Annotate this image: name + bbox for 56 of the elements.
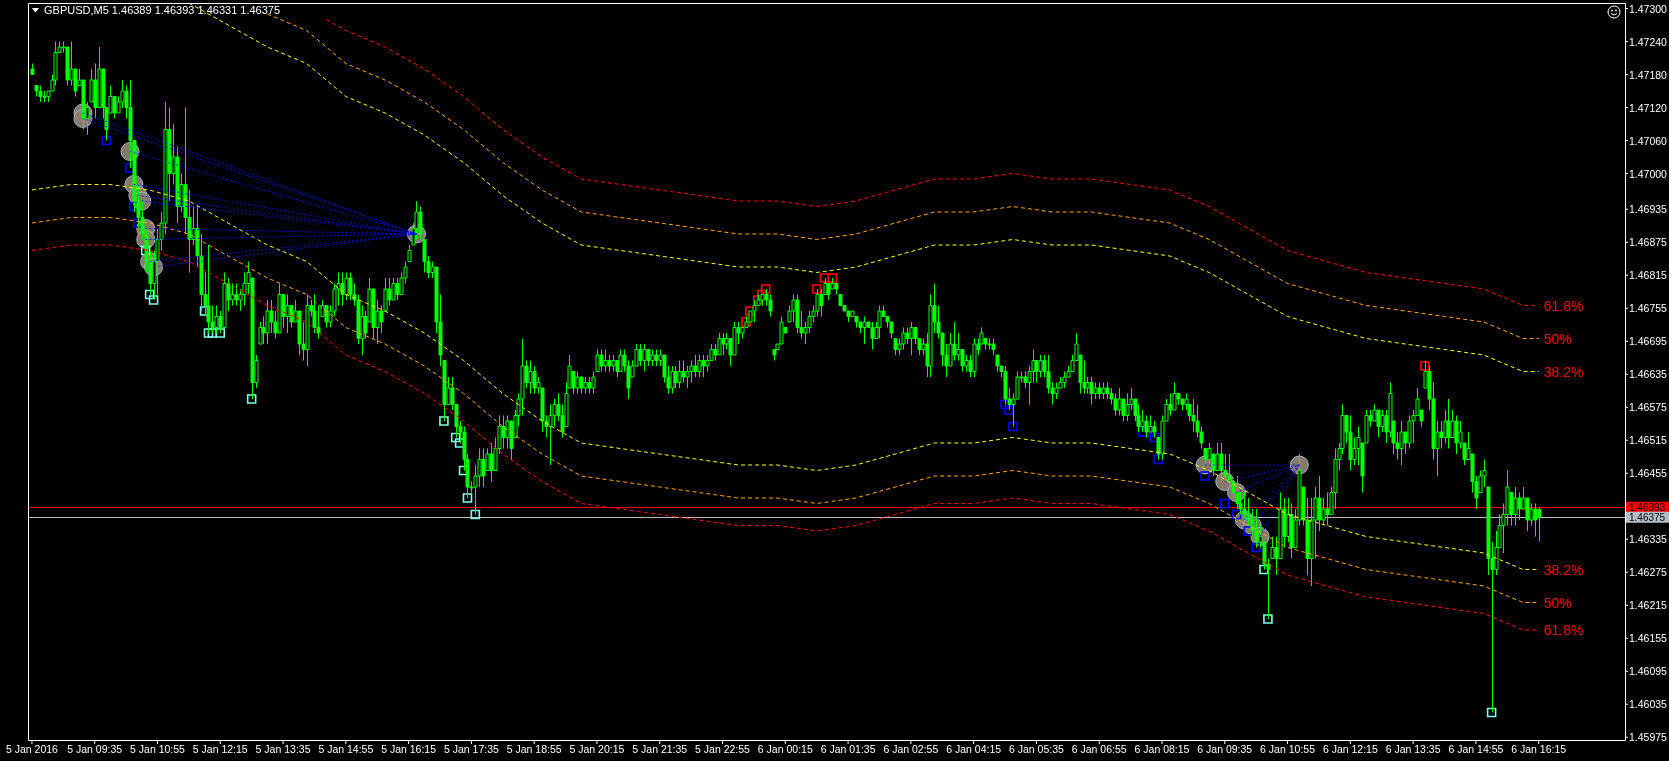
y-tick-label: 1.46275 — [1629, 566, 1668, 579]
y-tick-label: 1.46575 — [1629, 401, 1668, 414]
y-tick-label: 1.47240 — [1629, 35, 1668, 48]
series-label: 38.2% — [1543, 561, 1584, 578]
x-tick-label: 6 Jan 16:15 — [1511, 743, 1567, 755]
series-label: 61.8% — [1543, 297, 1584, 314]
x-tick-label: 5 Jan 13:35 — [255, 743, 311, 755]
x-tick-label: 6 Jan 14:55 — [1448, 743, 1504, 755]
y-tick-label: 1.46515 — [1629, 434, 1668, 447]
y-tick-label: 1.46155 — [1629, 632, 1668, 645]
y-tick-label: 1.47300 — [1629, 2, 1668, 15]
ref-line-label: 1.46393 — [1629, 501, 1666, 513]
y-tick-label: 1.46335 — [1629, 533, 1668, 546]
x-tick-label: 5 Jan 2016 — [5, 743, 59, 755]
y-tick-label: 1.46695 — [1629, 335, 1668, 348]
x-tick-label: 5 Jan 12:15 — [192, 743, 248, 755]
x-tick-label: 5 Jan 18:55 — [506, 743, 562, 755]
x-tick-label: 5 Jan 22:55 — [695, 743, 751, 755]
x-tick-label: 6 Jan 04:15 — [946, 743, 1002, 755]
x-tick-label: 6 Jan 05:35 — [1008, 743, 1065, 755]
x-tick-label: 6 Jan 12:15 — [1322, 743, 1378, 755]
x-tick-label: 6 Jan 00:15 — [757, 743, 813, 755]
x-tick-label: 6 Jan 01:35 — [820, 743, 876, 755]
ref-line-label: 1.46375 — [1629, 511, 1666, 523]
y-tick-label: 1.45975 — [1629, 731, 1668, 744]
y-tick-label: 1.46815 — [1629, 269, 1668, 282]
y-tick-label: 1.46455 — [1629, 467, 1668, 480]
series-label: 50% — [1543, 594, 1572, 611]
x-tick-label: 5 Jan 10:55 — [130, 743, 186, 755]
series-label: 50% — [1543, 330, 1572, 347]
y-tick-label: 1.46035 — [1629, 698, 1668, 711]
y-tick-label: 1.46935 — [1629, 203, 1668, 216]
x-tick-label: 6 Jan 13:35 — [1385, 743, 1441, 755]
x-tick-label: 5 Jan 21:35 — [632, 743, 688, 755]
y-tick-label: 1.47000 — [1629, 167, 1668, 180]
x-tick-label: 6 Jan 09:35 — [1197, 743, 1253, 755]
x-tick-label: 5 Jan 16:15 — [381, 743, 437, 755]
y-tick-label: 1.46875 — [1629, 236, 1668, 249]
x-tick-label: 5 Jan 09:35 — [67, 743, 123, 755]
chart-title: GBPUSD,M5 1.46389 1.46393 1.46331 1.46375 — [44, 4, 281, 16]
series-label: 61.8% — [1543, 622, 1584, 638]
y-tick-label: 1.46755 — [1629, 302, 1668, 315]
y-tick-label: 1.47180 — [1629, 68, 1668, 81]
y-tick-label: 1.47060 — [1629, 134, 1668, 147]
y-tick-label: 1.47120 — [1629, 101, 1668, 114]
x-tick-label: 6 Jan 06:55 — [1071, 743, 1127, 755]
series-label: 38.2% — [1543, 363, 1584, 380]
x-tick-label: 6 Jan 02:55 — [883, 743, 939, 755]
x-tick-label: 5 Jan 20:15 — [569, 743, 625, 755]
x-tick-label: 5 Jan 17:35 — [443, 743, 499, 755]
y-tick-label: 1.46215 — [1629, 599, 1668, 612]
x-tick-label: 5 Jan 14:55 — [318, 743, 374, 755]
y-tick-label: 1.46095 — [1629, 665, 1668, 678]
x-tick-label: 6 Jan 10:55 — [1260, 743, 1316, 755]
x-tick-label: 6 Jan 08:15 — [1134, 743, 1190, 755]
y-tick-label: 1.46635 — [1629, 368, 1668, 381]
